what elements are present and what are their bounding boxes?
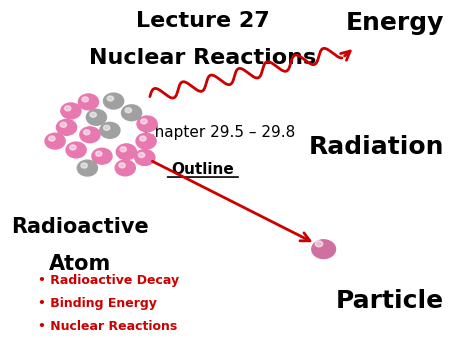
- Circle shape: [84, 130, 90, 135]
- Circle shape: [137, 116, 157, 132]
- Circle shape: [140, 136, 146, 141]
- Circle shape: [86, 110, 107, 125]
- Circle shape: [90, 112, 96, 117]
- Circle shape: [81, 163, 87, 168]
- Text: • Nuclear Reactions: • Nuclear Reactions: [38, 320, 177, 333]
- Circle shape: [49, 136, 55, 141]
- Text: Nuclear Reactions: Nuclear Reactions: [89, 48, 316, 68]
- Text: • Binding Energy: • Binding Energy: [38, 297, 157, 310]
- Circle shape: [70, 145, 76, 150]
- Circle shape: [61, 103, 81, 119]
- Circle shape: [64, 106, 71, 111]
- Circle shape: [82, 97, 89, 102]
- Circle shape: [122, 105, 142, 121]
- Circle shape: [119, 163, 125, 168]
- Text: Outline: Outline: [171, 162, 234, 177]
- Text: Particle: Particle: [336, 289, 444, 313]
- Circle shape: [104, 93, 124, 109]
- Circle shape: [60, 122, 67, 127]
- Circle shape: [104, 125, 110, 130]
- Text: Radiation: Radiation: [309, 135, 444, 159]
- Text: Energy: Energy: [346, 11, 444, 35]
- Text: Radioactive: Radioactive: [11, 217, 149, 237]
- Circle shape: [312, 240, 336, 259]
- Circle shape: [45, 133, 65, 149]
- Circle shape: [92, 148, 112, 164]
- Circle shape: [115, 160, 135, 176]
- Circle shape: [78, 94, 99, 110]
- Text: Lecture 27: Lecture 27: [136, 11, 270, 31]
- Circle shape: [135, 150, 155, 166]
- Circle shape: [80, 127, 100, 143]
- Circle shape: [136, 133, 156, 149]
- Text: • Radioactive Decay: • Radioactive Decay: [38, 273, 179, 287]
- Circle shape: [125, 108, 131, 113]
- Circle shape: [66, 142, 86, 158]
- Text: Atom: Atom: [49, 254, 111, 273]
- Circle shape: [138, 152, 145, 158]
- Circle shape: [141, 119, 147, 124]
- Text: Chapter 29.5 – 29.8: Chapter 29.5 – 29.8: [144, 125, 296, 140]
- Circle shape: [120, 147, 126, 152]
- Circle shape: [56, 119, 76, 135]
- Circle shape: [95, 151, 102, 156]
- Circle shape: [116, 144, 136, 160]
- Circle shape: [77, 160, 98, 176]
- Circle shape: [100, 122, 120, 138]
- Circle shape: [315, 241, 323, 247]
- Circle shape: [107, 96, 113, 101]
